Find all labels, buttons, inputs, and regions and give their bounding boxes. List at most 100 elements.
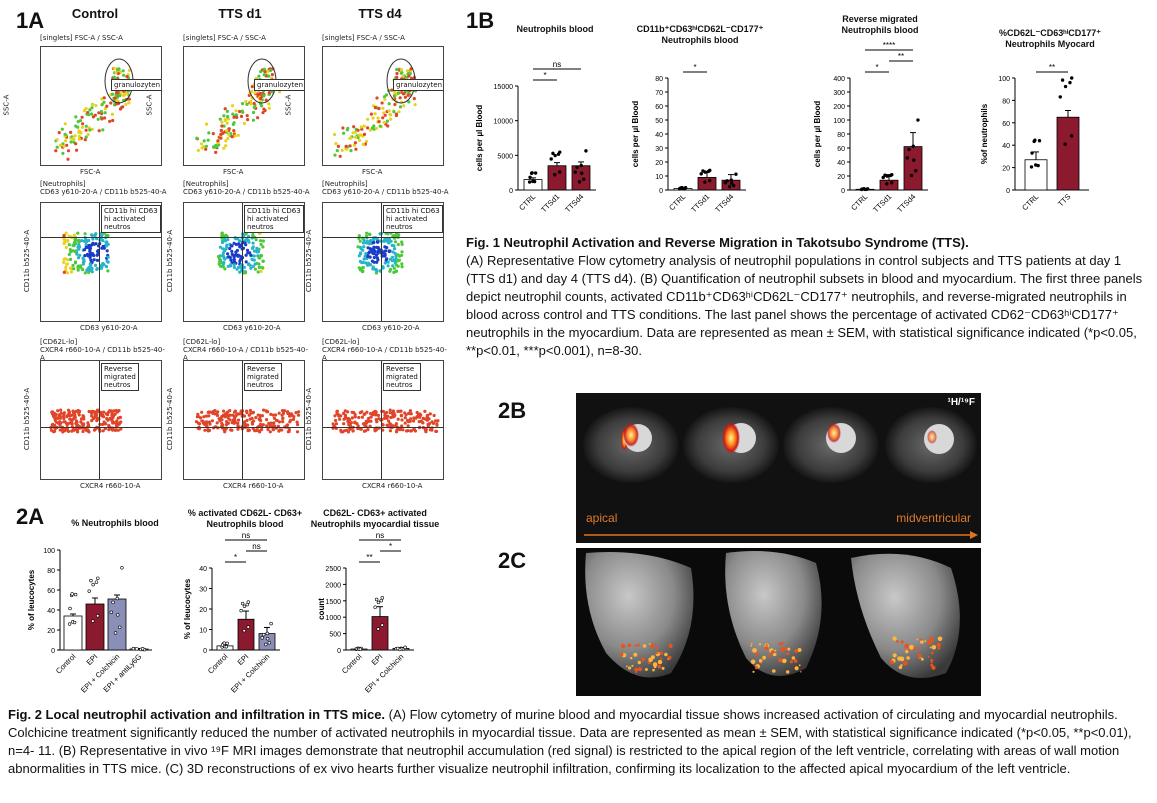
flow-event-dot [368, 239, 372, 244]
data-point [91, 582, 95, 587]
flow-event-dot [349, 421, 353, 425]
flow-event-dot [342, 131, 346, 135]
y-tick-label: 10000 [494, 119, 514, 126]
signal-spot [930, 661, 933, 664]
data-point [224, 644, 229, 649]
flow-event-dot [101, 262, 105, 266]
flow-event-dot [359, 125, 363, 129]
flow-event-dot [392, 414, 396, 418]
chart-title-2a1: % Neutrophils blood [71, 518, 159, 528]
flow-event-dot [357, 415, 361, 420]
flow-event-dot [74, 238, 78, 242]
flow-event-dot [79, 417, 83, 421]
flow-event-dot [267, 91, 271, 95]
flow-event-dot [288, 414, 292, 418]
flow-event-dot [368, 424, 372, 428]
flow-event-dot [84, 243, 88, 247]
flow-event-dot [127, 97, 131, 101]
signal-spot [797, 648, 802, 652]
flow-event-dot [233, 409, 237, 413]
flow-event-dot [76, 268, 80, 272]
data-point [245, 602, 249, 607]
quadrant-line-vertical [99, 361, 100, 479]
quadrant-line-vertical [381, 203, 382, 321]
flow-event-dot [406, 424, 410, 428]
signal-spot [909, 644, 914, 650]
flow-event-dot [412, 97, 416, 101]
x-tick-label: Control [340, 652, 364, 676]
y-tick-label: 400 [833, 76, 845, 83]
flow-event-dot [260, 427, 264, 432]
flow-event-dot [100, 233, 104, 237]
flow-event-dot [251, 234, 255, 238]
flow-event-dot [244, 260, 248, 264]
flow-event-dot [83, 271, 87, 275]
data-point [1063, 142, 1067, 146]
quadrant-line-horizontal [184, 427, 304, 428]
flow-event-dot [110, 92, 115, 96]
flow-event-dot [215, 412, 219, 416]
flow-event-dot [375, 420, 379, 424]
flow-plot-title: [Neutrophils] CD63 y610-20-A / CD11b b52… [40, 180, 167, 196]
flow-event-dot [259, 239, 263, 243]
flow-event-dot [67, 252, 71, 257]
signal-spot [762, 655, 766, 660]
flow-event-dot [90, 409, 94, 413]
flow-event-dot [251, 264, 255, 268]
signal-spot [898, 665, 903, 670]
chart-title-1b4: %CD62L⁻CD63ʰⁱCD177⁺ Neutrophils Myocard [999, 28, 1101, 49]
signal-spot [937, 647, 941, 650]
data-point [1070, 76, 1074, 80]
flow-event-dot [362, 429, 366, 433]
flow-event-dot [109, 101, 113, 105]
flow-event-dot [267, 106, 271, 110]
flow-event-dot [423, 409, 427, 413]
flow-event-dot [50, 410, 54, 414]
x-tick-label: TTSd1 [689, 192, 711, 214]
signal-spot [920, 640, 924, 644]
data-point [95, 614, 100, 618]
flow-event-dot [380, 101, 384, 105]
flow-event-dot [356, 135, 360, 140]
heart-reconstructions [585, 550, 960, 678]
flow-event-dot [268, 430, 272, 434]
x-tick-label: CTRL [667, 192, 687, 212]
flow-event-dot [198, 416, 203, 420]
flow-event-dot [388, 113, 392, 117]
flow-event-dot [255, 248, 259, 252]
data-point [264, 642, 268, 647]
flow-event-dot [270, 73, 274, 77]
flow-event-dot [77, 137, 81, 141]
flow-event-dot [366, 261, 370, 265]
data-point [905, 156, 909, 160]
y-tick-label: 40 [47, 608, 55, 615]
chart-title-2a3: CD62L- CD63+ activated Neutrophils myoca… [310, 508, 440, 529]
flow-event-dot [403, 95, 407, 99]
flow-event-dot [102, 410, 106, 414]
flow-event-dot [219, 128, 223, 133]
flow-event-dot [412, 416, 416, 420]
flow-event-dot [84, 128, 88, 132]
x-tick-label: CTRL [517, 192, 537, 212]
flow-event-dot [419, 413, 423, 417]
flow-event-dot [211, 132, 215, 136]
flow-event-dot [269, 412, 273, 416]
flow-event-dot [277, 429, 281, 433]
signal-spot [755, 652, 759, 656]
y-tick-label: 80 [837, 132, 845, 139]
flow-event-dot [291, 417, 296, 421]
flow-event-dot [242, 121, 246, 126]
flow-y-axis-label: SSC-A [145, 94, 154, 116]
flow-event-dot [387, 109, 391, 113]
flow-event-dot [258, 91, 262, 96]
flow-event-dot [116, 91, 120, 95]
flow-event-dot [377, 106, 381, 111]
data-point [1063, 84, 1068, 89]
flow-event-dot [287, 428, 291, 432]
signal-spot [906, 656, 910, 660]
flow-event-dot [221, 254, 225, 258]
flow-event-dot [216, 139, 220, 143]
flow-event-dot [244, 99, 248, 104]
flow-event-dot [428, 412, 432, 416]
column-header-tts-d4: TTS d4 [358, 6, 402, 21]
